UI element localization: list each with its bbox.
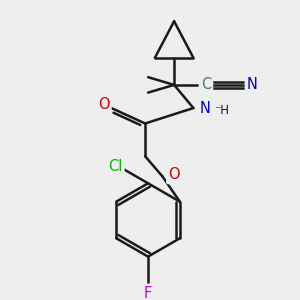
Text: Cl: Cl: [108, 159, 122, 174]
Text: O: O: [168, 167, 180, 182]
Text: O: O: [98, 97, 109, 112]
Text: ⁻H: ⁻H: [214, 104, 230, 117]
Text: N: N: [200, 100, 210, 116]
Text: N: N: [247, 77, 258, 92]
Text: F: F: [144, 286, 152, 300]
Text: C: C: [201, 77, 211, 92]
